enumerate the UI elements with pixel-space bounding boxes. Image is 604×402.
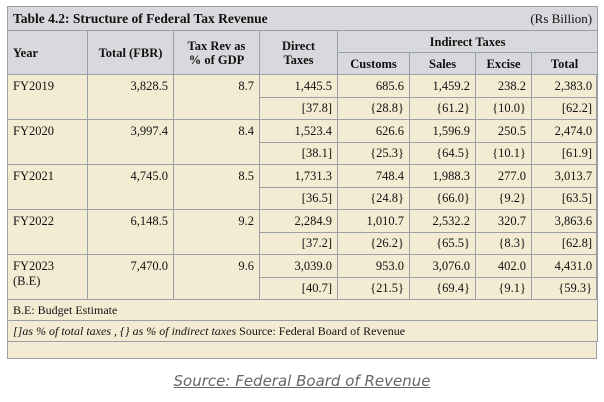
row-total: 6,148.5 [87, 209, 174, 255]
row-year: FY2022 [7, 209, 88, 255]
pct-sales: {65.5} [409, 232, 477, 255]
pct-sales: {61.2} [409, 97, 477, 120]
row-year: FY2023 (B.E) [7, 254, 88, 300]
row-total: 3,997.4 [87, 119, 174, 165]
row-indirect-total: 2,383.0 [531, 74, 599, 98]
table-row: FY2022 6,148.5 9.2 2,284.9 1,010.7 2,532… [7, 209, 599, 255]
pct-excise: {9.2} [475, 187, 533, 210]
table-row: FY2020 3,997.4 8.4 1,523.4 626.6 1,596.9… [7, 119, 599, 165]
row-sales: 2,532.2 [409, 209, 477, 233]
table-row-pct: [37.2] {26.2} {65.5} {8.3} [62.8] [8, 232, 599, 255]
row-year: FY2021 [7, 164, 88, 210]
pct-excise: {8.3} [475, 232, 533, 255]
row-taxrev: 8.4 [173, 119, 260, 165]
table-unit: (Rs Billion) [409, 6, 599, 31]
pct-sales: {66.0} [409, 187, 477, 210]
row-excise: 250.5 [475, 119, 533, 143]
header-total: Total (FBR) [87, 30, 174, 75]
pct-total: [63.5] [531, 187, 599, 210]
header-direct: Direct Taxes [259, 30, 338, 75]
row-direct: 3,039.0 [259, 254, 338, 278]
row-direct: 1,523.4 [259, 119, 338, 143]
row-indirect-total: 2,474.0 [531, 119, 599, 143]
row-total: 4,745.0 [87, 164, 174, 210]
header-excise: Excise [475, 52, 533, 75]
header-direct-line1: Direct [281, 38, 316, 53]
row-direct: 1,445.5 [259, 74, 338, 98]
row-sales: 1,988.3 [409, 164, 477, 188]
header-taxrev-line1: Tax Rev as [187, 38, 246, 53]
row-total: 7,470.0 [87, 254, 174, 300]
row-customs: 626.6 [336, 119, 411, 143]
header-customs: Customs [336, 52, 411, 75]
pct-direct: [37.8] [259, 97, 338, 120]
pct-customs: {26.2} [336, 232, 411, 255]
table-row: FY2023 (B.E) 7,470.0 9.6 3,039.0 953.0 3… [7, 254, 599, 300]
pct-direct: [38.1] [259, 142, 338, 165]
pct-excise: {9.1} [475, 277, 533, 300]
pct-customs: {21.5} [336, 277, 411, 300]
row-total: 3,828.5 [87, 74, 174, 120]
row-sales: 3,076.0 [409, 254, 477, 278]
row-excise: 277.0 [475, 164, 533, 188]
row-direct: 1,731.3 [259, 164, 338, 188]
table-row: FY2019 3,828.5 8.7 1,445.5 685.6 1,459.2… [7, 74, 599, 120]
row-indirect-total: 3,013.7 [531, 164, 599, 188]
row-customs: 1,010.7 [336, 209, 411, 233]
pct-total: [62.8] [531, 232, 599, 255]
row-customs: 685.6 [336, 74, 411, 98]
pct-total: [62.2] [531, 97, 599, 120]
header-indirect-total: Total [531, 52, 599, 75]
pct-direct: [40.7] [259, 277, 338, 300]
table-row: FY2021 4,745.0 8.5 1,731.3 748.4 1,988.3… [7, 164, 599, 210]
note-legend-text: []as % of total taxes , {} as % of indir… [13, 323, 237, 338]
header-taxrev: Tax Rev as % of GDP [173, 30, 260, 75]
pct-customs: {28.8} [336, 97, 411, 120]
pct-customs: {24.8} [336, 187, 411, 210]
row-direct: 2,284.9 [259, 209, 338, 233]
row-excise: 238.2 [475, 74, 533, 98]
row-taxrev: 8.5 [173, 164, 260, 210]
row-taxrev: 9.2 [173, 209, 260, 255]
row-year: FY2019 [7, 74, 88, 120]
pct-total: {59.3} [531, 277, 599, 300]
row-excise: 320.7 [475, 209, 533, 233]
pct-customs: {25.3} [336, 142, 411, 165]
header-indirect: Indirect Taxes [336, 30, 599, 53]
pct-sales: {69.4} [409, 277, 477, 300]
header-sales: Sales [409, 52, 477, 75]
note-budget-estimate: B.E: Budget Estimate [6, 299, 599, 321]
header-direct-line2: Taxes [283, 52, 314, 67]
table-title: Table 4.2: Structure of Federal Tax Reve… [6, 6, 410, 31]
row-year: FY2020 [7, 119, 88, 165]
row-sales: 1,459.2 [409, 74, 477, 98]
row-indirect-total: 4,431.0 [531, 254, 599, 278]
source-caption: Source: Federal Board of Revenue [0, 372, 604, 390]
pct-excise: {10.1} [475, 142, 533, 165]
row-excise: 402.0 [475, 254, 533, 278]
note-legend: []as % of total taxes , {} as % of indir… [6, 320, 599, 342]
row-taxrev: 8.7 [173, 74, 260, 120]
row-customs: 953.0 [336, 254, 411, 278]
pct-sales: {64.5} [409, 142, 477, 165]
row-taxrev: 9.6 [173, 254, 260, 300]
table-row-pct: [36.5] {24.8} {66.0} {9.2} [63.5] [8, 187, 599, 210]
header-taxrev-line2: % of GDP [188, 52, 245, 67]
source-caption-text: Source: Federal Board of Revenue [173, 372, 431, 390]
row-sales: 1,596.9 [409, 119, 477, 143]
row-customs: 748.4 [336, 164, 411, 188]
pct-direct: [36.5] [259, 187, 338, 210]
header-year: Year [7, 30, 88, 75]
pct-direct: [37.2] [259, 232, 338, 255]
pct-total: [61.9] [531, 142, 599, 165]
row-indirect-total: 3,863.6 [531, 209, 599, 233]
tax-revenue-table: Table 4.2: Structure of Federal Tax Reve… [6, 6, 599, 342]
pct-excise: {10.0} [475, 97, 533, 120]
note-source: Source: Federal Board of Revenue [236, 323, 406, 338]
